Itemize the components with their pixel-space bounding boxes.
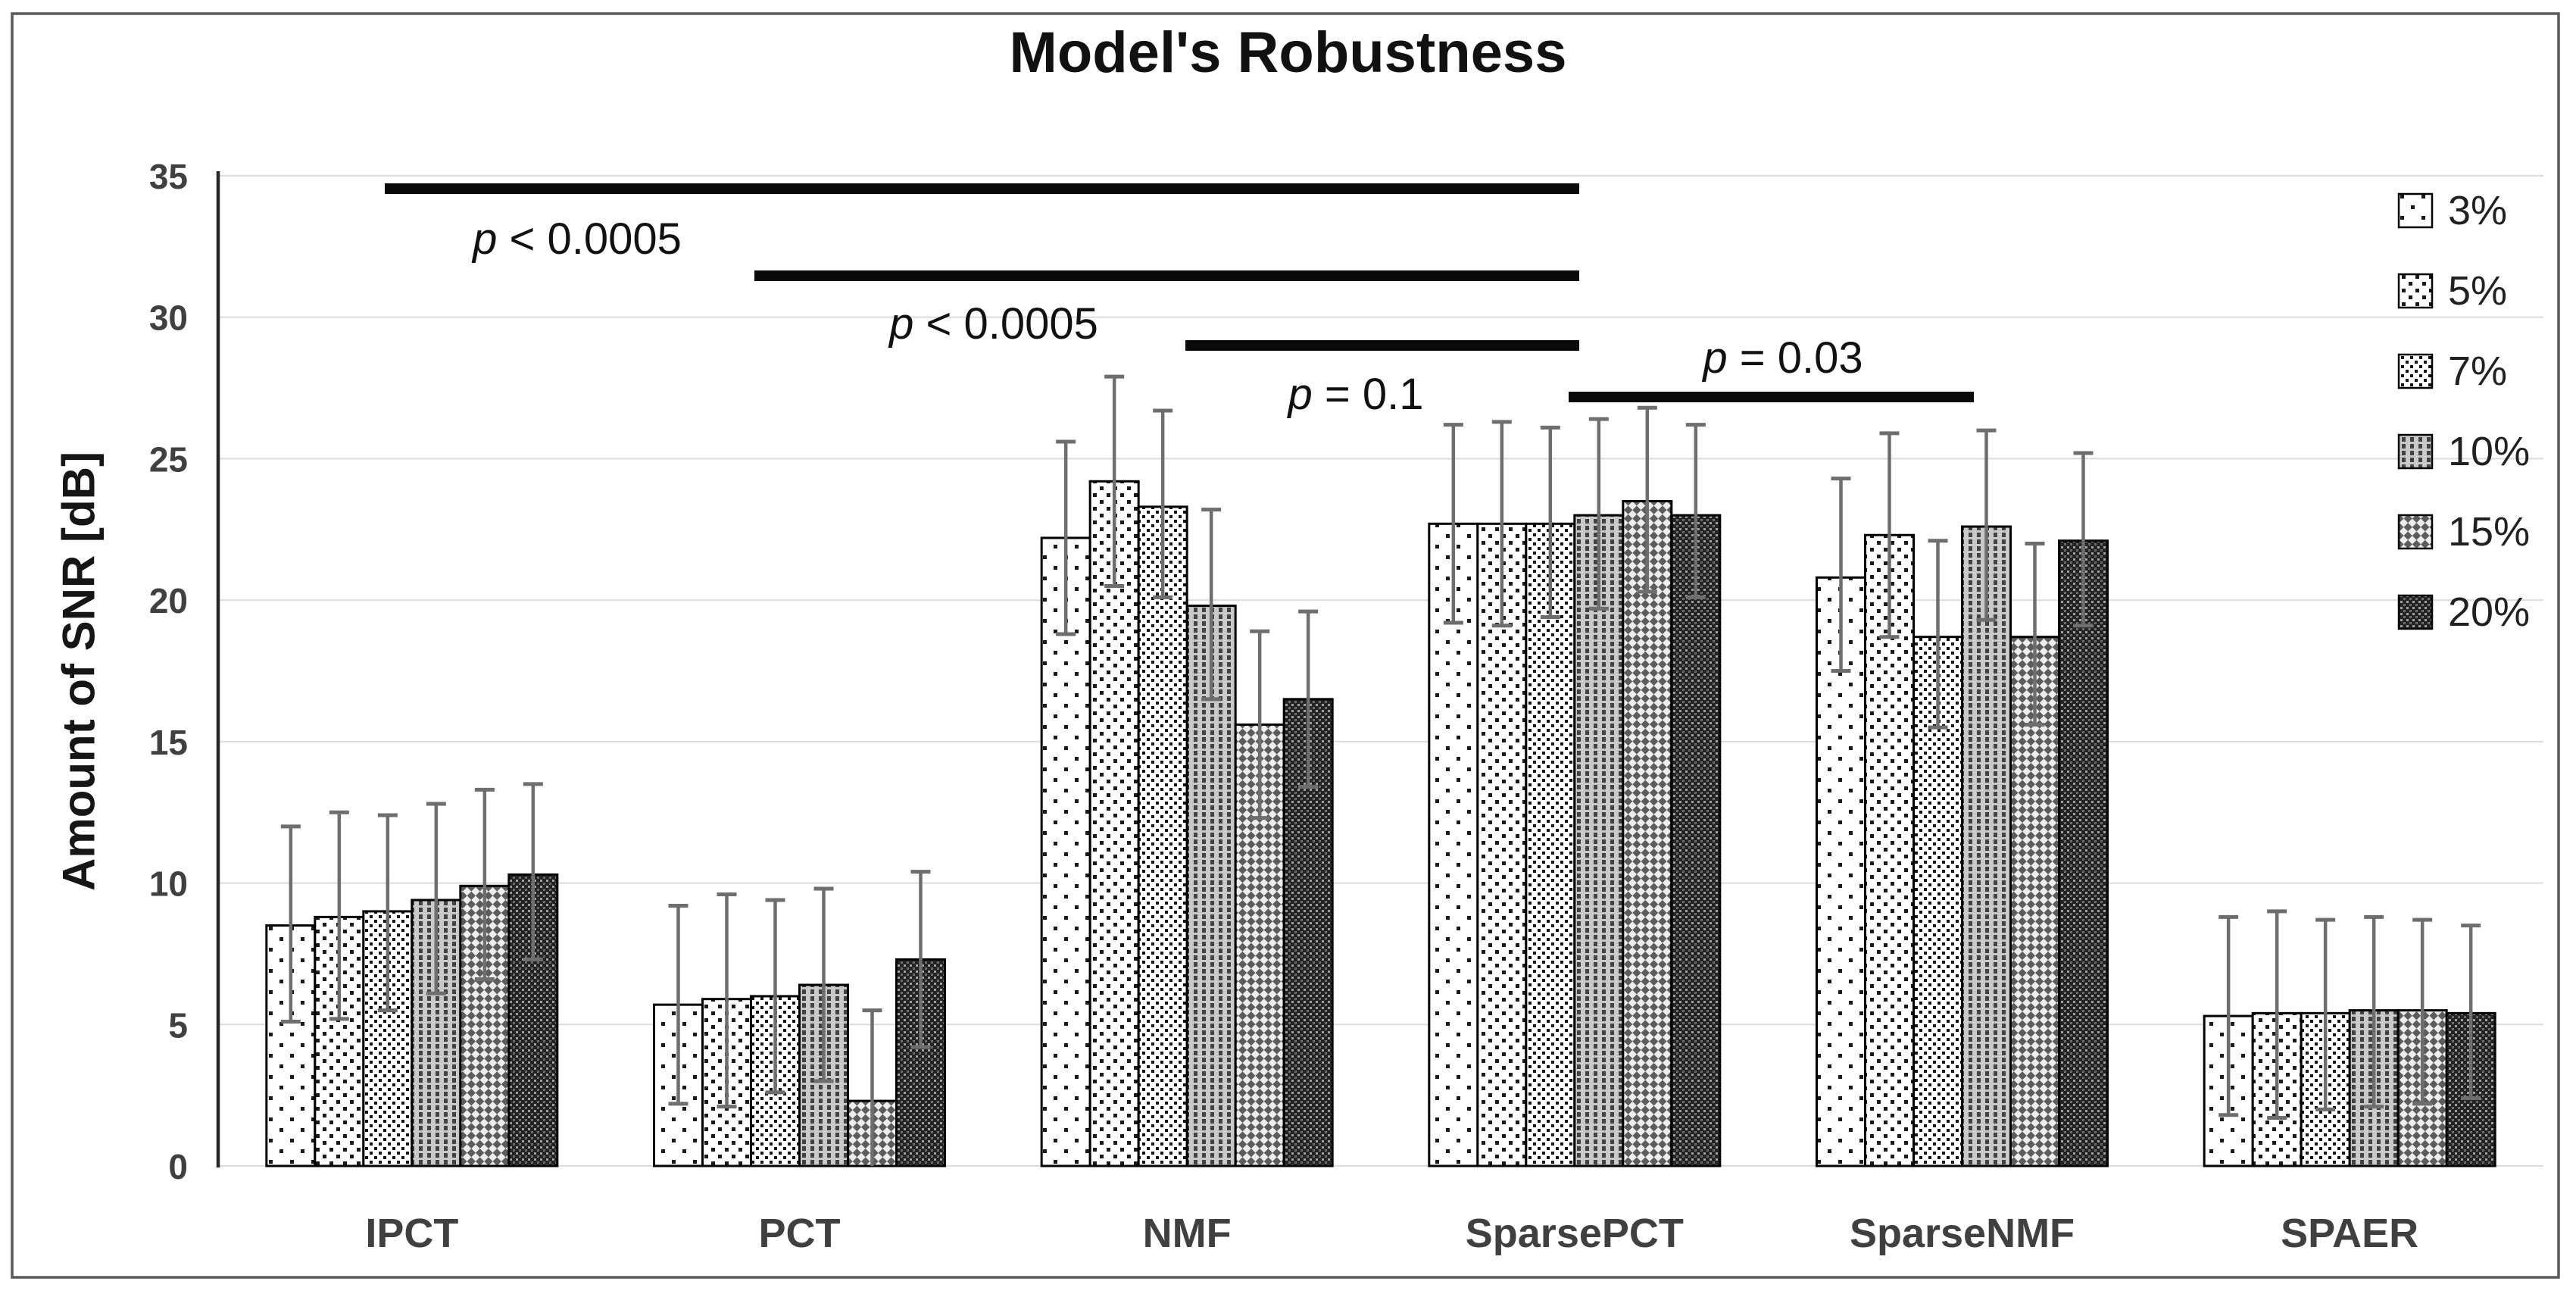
bar-SparsePCT-3%: [1428, 522, 1479, 1167]
errorbar-SparseNMF-7%: [1928, 539, 1948, 730]
bar-SparsePCT-15%: [1622, 499, 1673, 1167]
legend-item-7%: 7%: [2397, 349, 2507, 394]
legend-item-15%: 15%: [2397, 509, 2530, 555]
axes-layer: 0 5 10 15 20 25 30 35 IPCT PCT NMF SparsePCT SparseN…: [149, 157, 2418, 1256]
category-label-NMF: NMF: [1143, 1211, 1232, 1256]
errorbar-SPAER-15%: [2412, 917, 2433, 1106]
legend-label-3%: 3%: [2448, 188, 2507, 233]
errorbar-NMF-3%: [1056, 439, 1076, 636]
errorbar-IPCT-15%: [474, 787, 495, 982]
chart-title: Model's Robustness: [1009, 20, 1567, 85]
legend-swatch-3%: [2397, 192, 2434, 229]
errorbar-NMF-5%: [1104, 374, 1125, 588]
bar-SparsePCT-20%: [1670, 514, 1722, 1167]
y-tick-label-35: 35: [149, 157, 188, 196]
category-label-PCT: PCT: [759, 1211, 841, 1256]
bar-NMF-3%: [1040, 536, 1091, 1167]
errorbar-PCT-20%: [910, 870, 931, 1049]
errorbar-SparsePCT-5%: [1491, 420, 1512, 628]
errorbar-IPCT-20%: [523, 782, 543, 961]
gridlines-layer: [218, 175, 2543, 1167]
errorbar-PCT-5%: [717, 892, 737, 1109]
errorbar-SPAER-3%: [2218, 914, 2239, 1117]
bar-NMF-7%: [1137, 505, 1188, 1167]
errorbar-SparsePCT-15%: [1637, 405, 1657, 594]
errorbar-SparseNMF-15%: [2025, 541, 2045, 727]
legend-layer: 3% 5% 7% 10% 15% 20%: [2397, 188, 2530, 635]
significance-layer: p < 0.0005 p < 0.0005 p = 0.1 p = 0.03: [385, 183, 1974, 419]
legend-swatch-7%: [2397, 353, 2434, 389]
bars-layer: [265, 374, 2496, 1167]
bar-SparsePCT-10%: [1573, 514, 1625, 1167]
bar-SparseNMF-3%: [1816, 576, 1866, 1167]
errorbar-PCT-3%: [668, 903, 688, 1106]
errorbar-SparseNMF-10%: [1976, 428, 1997, 622]
legend-swatch-20%: [2397, 594, 2434, 630]
legend-swatch-5%: [2397, 273, 2434, 309]
errorbar-SparsePCT-10%: [1588, 417, 1609, 611]
legend-label-10%: 10%: [2448, 429, 2530, 474]
errorbar-IPCT-7%: [377, 813, 398, 1013]
y-axis-title: Amount of SNR [dB]: [53, 452, 105, 891]
category-label-IPCT: IPCT: [365, 1211, 458, 1256]
p-value-label-3: p = 0.1: [1287, 370, 1424, 419]
category-label-SparseNMF: SparseNMF: [1850, 1211, 2075, 1256]
significance-bracket-IPCT-SparsePCT: [385, 183, 1579, 194]
legend-item-5%: 5%: [2397, 268, 2507, 314]
y-tick-label-15: 15: [149, 723, 188, 762]
legend-swatch-10%: [2397, 433, 2434, 470]
outer-border: [11, 12, 2560, 1279]
bar-SparsePCT-5%: [1476, 522, 1528, 1167]
category-label-SparsePCT: SparsePCT: [1466, 1211, 1684, 1256]
p-value-label-4: p = 0.03: [1701, 333, 1863, 383]
y-tick-label-10: 10: [149, 864, 188, 904]
errorbar-SparsePCT-20%: [1685, 423, 1706, 599]
errorbar-PCT-10%: [813, 886, 834, 1083]
p-value-label-2: p < 0.0005: [888, 299, 1098, 349]
legend-item-10%: 10%: [2397, 429, 2530, 474]
y-tick-label-5: 5: [168, 1005, 188, 1045]
bar-SparseNMF-20%: [2058, 539, 2109, 1167]
errorbar-SPAER-10%: [2364, 914, 2384, 1109]
category-label-SPAER: SPAER: [2281, 1211, 2418, 1256]
significance-bracket-PCT-SparsePCT: [754, 270, 1579, 281]
errorbar-NMF-20%: [1298, 609, 1319, 789]
errorbar-NMF-10%: [1201, 508, 1222, 702]
significance-bracket-SparsePCT-SparseNMF: [1569, 392, 1974, 402]
errorbar-NMF-15%: [1250, 629, 1270, 820]
errorbar-SparseNMF-3%: [1831, 477, 1851, 673]
errorbar-IPCT-10%: [426, 802, 446, 996]
errorbar-SparseNMF-20%: [2073, 451, 2094, 628]
y-tick-label-20: 20: [149, 581, 188, 620]
errorbar-SparsePCT-3%: [1443, 423, 1463, 625]
legend-label-5%: 5%: [2448, 268, 2507, 314]
errorbar-IPCT-5%: [329, 810, 349, 1021]
y-tick-label-30: 30: [149, 298, 188, 338]
errorbar-PCT-15%: [862, 1008, 882, 1166]
p-value-label-1: p < 0.0005: [471, 214, 682, 264]
errorbar-SPAER-7%: [2315, 917, 2336, 1111]
errorbar-PCT-7%: [765, 898, 785, 1095]
errorbar-SparsePCT-7%: [1540, 425, 1560, 620]
legend-item-20%: 20%: [2397, 589, 2530, 635]
errorbar-SparseNMF-5%: [1879, 431, 1900, 639]
errorbar-NMF-7%: [1153, 408, 1173, 599]
legend-label-15%: 15%: [2448, 509, 2530, 555]
errorbar-IPCT-3%: [280, 824, 301, 1024]
bar-SparsePCT-7%: [1525, 522, 1576, 1167]
legend-swatch-15%: [2397, 514, 2434, 550]
errorbar-SPAER-20%: [2461, 924, 2481, 1100]
bar-SparseNMF-10%: [1961, 525, 2012, 1167]
significance-bracket-NMF-SparsePCT: [1185, 340, 1579, 351]
y-tick-label-25: 25: [149, 439, 188, 479]
y-tick-label-0: 0: [168, 1147, 188, 1186]
legend-label-7%: 7%: [2448, 349, 2507, 394]
legend-label-20%: 20%: [2448, 589, 2530, 635]
errorbar-SPAER-5%: [2267, 909, 2287, 1121]
legend-item-3%: 3%: [2397, 188, 2507, 233]
